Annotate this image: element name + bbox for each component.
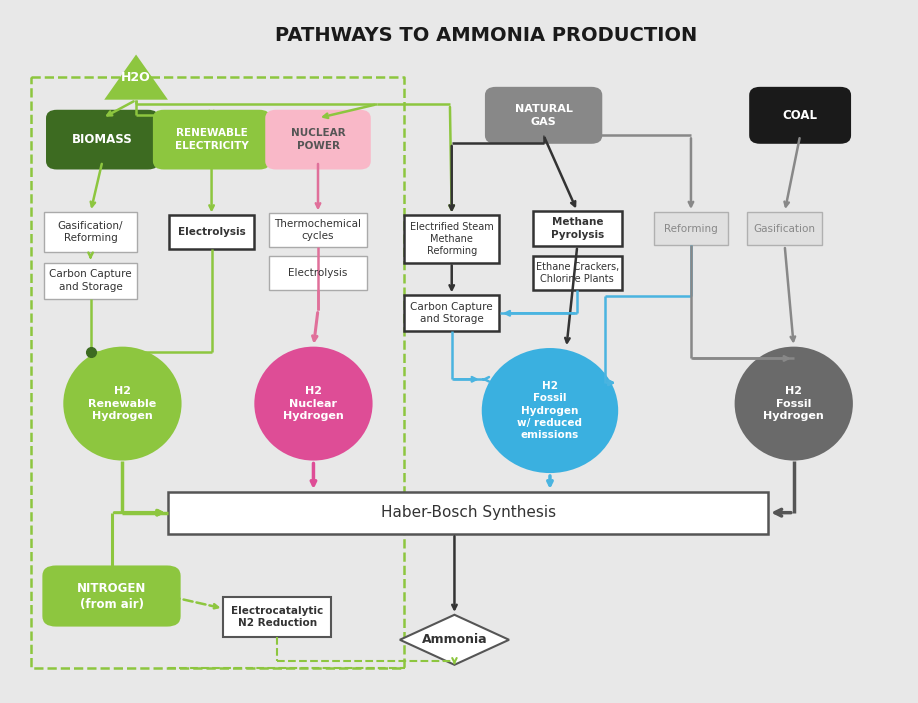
Ellipse shape bbox=[63, 347, 182, 460]
Ellipse shape bbox=[254, 347, 373, 460]
Text: COAL: COAL bbox=[783, 109, 818, 122]
Text: Haber-Bosch Synthesis: Haber-Bosch Synthesis bbox=[381, 505, 555, 520]
Text: NITROGEN
(from air): NITROGEN (from air) bbox=[77, 581, 146, 610]
FancyBboxPatch shape bbox=[749, 87, 851, 144]
Text: Gasification: Gasification bbox=[754, 224, 816, 233]
Text: H2O: H2O bbox=[121, 70, 151, 84]
Text: NATURAL
GAS: NATURAL GAS bbox=[515, 104, 573, 127]
Text: Electrolysis: Electrolysis bbox=[288, 268, 348, 278]
Text: Carbon Capture
and Storage: Carbon Capture and Storage bbox=[410, 302, 493, 325]
Text: H2
Fossil
Hydrogen
w/ reduced
emissions: H2 Fossil Hydrogen w/ reduced emissions bbox=[518, 381, 582, 440]
Polygon shape bbox=[400, 615, 509, 665]
FancyBboxPatch shape bbox=[269, 257, 367, 290]
Ellipse shape bbox=[482, 348, 618, 473]
FancyBboxPatch shape bbox=[153, 110, 270, 169]
Text: H2
Renewable
Hydrogen: H2 Renewable Hydrogen bbox=[88, 386, 157, 421]
FancyBboxPatch shape bbox=[532, 211, 621, 246]
FancyBboxPatch shape bbox=[265, 110, 371, 169]
Text: Gasification/
Reforming: Gasification/ Reforming bbox=[58, 221, 123, 243]
FancyBboxPatch shape bbox=[269, 213, 367, 247]
Text: NUCLEAR
POWER: NUCLEAR POWER bbox=[291, 129, 345, 151]
FancyBboxPatch shape bbox=[223, 597, 330, 637]
Text: Methane
Pyrolysis: Methane Pyrolysis bbox=[551, 217, 604, 240]
Text: RENEWABLE
ELECTRICITY: RENEWABLE ELECTRICITY bbox=[174, 129, 249, 151]
FancyBboxPatch shape bbox=[44, 263, 138, 299]
FancyBboxPatch shape bbox=[404, 295, 499, 331]
Text: PATHWAYS TO AMMONIA PRODUCTION: PATHWAYS TO AMMONIA PRODUCTION bbox=[275, 26, 698, 45]
Polygon shape bbox=[105, 55, 168, 100]
Text: BIOMASS: BIOMASS bbox=[72, 133, 133, 146]
Ellipse shape bbox=[734, 347, 853, 460]
FancyBboxPatch shape bbox=[44, 212, 138, 252]
Text: Ammonia: Ammonia bbox=[421, 633, 487, 646]
FancyBboxPatch shape bbox=[654, 212, 728, 245]
FancyBboxPatch shape bbox=[169, 215, 254, 249]
FancyBboxPatch shape bbox=[46, 110, 159, 169]
FancyBboxPatch shape bbox=[747, 212, 822, 245]
Text: Carbon Capture
and Storage: Carbon Capture and Storage bbox=[50, 269, 132, 292]
FancyBboxPatch shape bbox=[42, 565, 181, 626]
Text: Electrocatalytic
N2 Reduction: Electrocatalytic N2 Reduction bbox=[231, 606, 323, 628]
FancyBboxPatch shape bbox=[168, 492, 768, 534]
Text: H2
Fossil
Hydrogen: H2 Fossil Hydrogen bbox=[764, 386, 824, 421]
Text: Electrified Steam
Methane
Reforming: Electrified Steam Methane Reforming bbox=[409, 221, 494, 257]
Text: H2
Nuclear
Hydrogen: H2 Nuclear Hydrogen bbox=[283, 386, 344, 421]
FancyBboxPatch shape bbox=[485, 87, 602, 144]
Text: Thermochemical
cycles: Thermochemical cycles bbox=[274, 219, 362, 241]
Text: Reforming: Reforming bbox=[664, 224, 718, 233]
FancyBboxPatch shape bbox=[532, 256, 621, 290]
Text: Electrolysis: Electrolysis bbox=[178, 227, 245, 237]
FancyBboxPatch shape bbox=[404, 215, 499, 263]
Text: Ethane Crackers,
Chlorine Plants: Ethane Crackers, Chlorine Plants bbox=[535, 262, 619, 284]
